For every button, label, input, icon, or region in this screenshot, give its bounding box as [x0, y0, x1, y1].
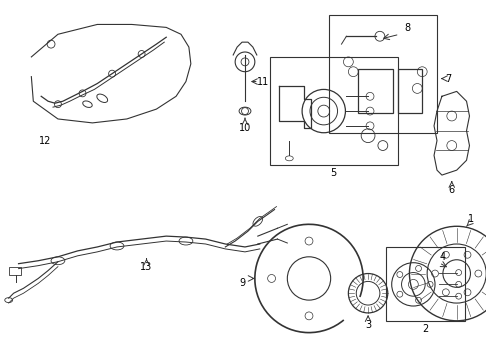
Text: 6: 6 — [449, 185, 455, 195]
Text: 7: 7 — [446, 73, 452, 84]
Text: 5: 5 — [330, 168, 337, 178]
Text: 1: 1 — [468, 215, 474, 224]
Text: 11: 11 — [257, 77, 269, 86]
Bar — [358, 69, 392, 113]
Text: 10: 10 — [239, 123, 251, 133]
Bar — [397, 69, 422, 113]
Text: 8: 8 — [404, 23, 411, 33]
Bar — [270, 57, 397, 165]
Bar — [386, 247, 465, 321]
Text: 12: 12 — [39, 136, 51, 145]
Text: 4: 4 — [440, 252, 446, 262]
Bar — [9, 267, 21, 275]
Text: 3: 3 — [365, 320, 371, 330]
Text: 9: 9 — [239, 278, 245, 288]
Text: 2: 2 — [422, 324, 428, 334]
Text: 13: 13 — [141, 262, 153, 272]
Bar — [329, 15, 437, 133]
